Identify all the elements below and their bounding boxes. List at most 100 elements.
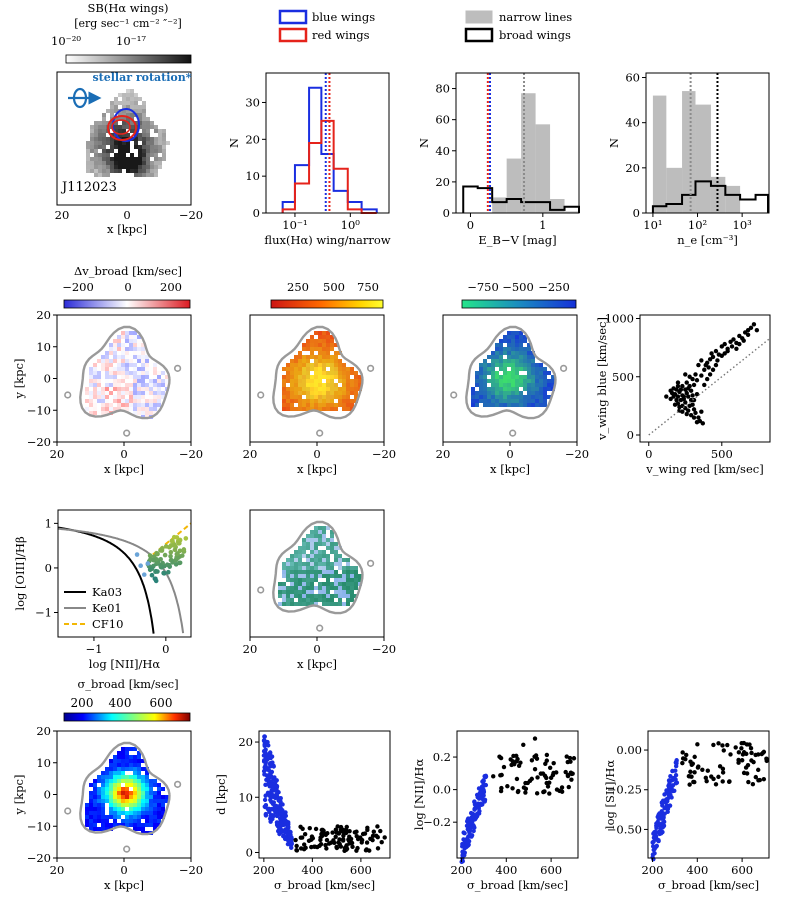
sigma-map-pixel xyxy=(117,767,121,771)
vmax-map-pixel xyxy=(330,379,334,383)
sc2-point xyxy=(323,842,328,848)
sigma-map-pixel xyxy=(141,795,145,799)
dv-map-pixel xyxy=(121,395,125,399)
sb-map-pixel xyxy=(126,97,130,101)
sigma-map-pixel xyxy=(105,775,109,779)
sb-map-pixel xyxy=(118,113,122,117)
sigma-map-pixel xyxy=(157,815,161,819)
sc4-point xyxy=(726,779,732,784)
sb-xtick: 20 xyxy=(55,208,70,222)
sc2-point xyxy=(324,837,330,843)
vmin-map-pixel xyxy=(539,399,543,403)
sb-map-pixel xyxy=(114,129,118,133)
sc3-point xyxy=(466,816,471,821)
sc1-point xyxy=(690,402,695,407)
dv-map-pixel xyxy=(161,391,165,395)
sc1-point xyxy=(737,341,742,347)
sigma-map-pixel xyxy=(117,803,121,807)
vmin-map-pixel xyxy=(479,391,483,395)
vmin-map-pixel xyxy=(535,375,539,379)
sb-map-pixel xyxy=(146,153,150,157)
sb-map-pixel xyxy=(98,125,102,129)
bpt-point xyxy=(165,569,171,575)
vmax-map-pixel xyxy=(294,395,298,399)
sc3-point xyxy=(460,849,466,854)
bpt-map-pixel xyxy=(318,570,322,574)
sb-map-pixel xyxy=(134,93,138,97)
sigma-map-pixel xyxy=(161,795,165,799)
sigma-map-pixel xyxy=(121,803,125,807)
dv-map-pixel xyxy=(153,407,157,411)
sigma-map-pixel xyxy=(117,763,121,767)
sigma-map-pixel xyxy=(97,779,101,783)
sc2-point xyxy=(340,827,346,833)
sb-map-pixel xyxy=(94,121,98,125)
bpt-map-pixel xyxy=(330,530,334,534)
dv-map-pixel xyxy=(117,407,121,411)
dv-map-pixel xyxy=(125,335,129,339)
sigma-map-pixel xyxy=(117,823,121,827)
sb-map-pixel xyxy=(142,117,146,121)
sb-map-pixel xyxy=(146,117,150,121)
vmax-cbar-tick: 750 xyxy=(357,280,379,294)
sc2-point xyxy=(282,819,288,824)
vmax-map-pixel xyxy=(354,375,358,379)
sc3-xlabel: σ_broad [km/sec] xyxy=(467,878,568,892)
sigma-map-pixel xyxy=(129,815,133,819)
vmin-map-pixel xyxy=(515,335,519,339)
h3-ytick-label: 0 xyxy=(633,206,640,220)
vmax-map-pixel xyxy=(322,339,326,343)
vmin-map-pixel xyxy=(515,375,519,379)
vmax-map-pixel xyxy=(298,367,302,371)
dv-map-outline-dot xyxy=(64,391,72,399)
sc2-point xyxy=(282,829,288,835)
vmax-map-pixel xyxy=(326,407,330,411)
sb-xticks: 20 0 −20 xyxy=(55,208,203,222)
vmin-map-pixel xyxy=(507,359,511,363)
sb-map-pixel xyxy=(106,157,110,161)
vmax-map-pixel xyxy=(326,375,330,379)
vmin-map-pixel xyxy=(495,347,499,351)
dv-map-pixel xyxy=(89,379,93,383)
vmin-map-pixel xyxy=(483,363,487,367)
legend-lines: narrow lines broad wings xyxy=(464,10,572,43)
sb-map-pixel xyxy=(114,157,118,161)
bpt-map-pixel xyxy=(338,554,342,558)
vmax-map-pixel xyxy=(334,371,338,375)
vmin-map-pixel xyxy=(503,347,507,351)
sigma-map-pixel xyxy=(97,811,101,815)
sigma-map-pixel xyxy=(109,775,113,779)
dv-map-pixel xyxy=(93,363,97,367)
sigma-map-pixel xyxy=(97,799,101,803)
sc1-point xyxy=(748,325,754,331)
sb-map-pixel xyxy=(162,133,166,137)
sigma-map-pixel xyxy=(121,795,125,799)
sigma-map-pixel xyxy=(141,811,145,815)
sigma-map-pixel xyxy=(165,799,169,803)
sigma-map-pixel xyxy=(137,771,141,775)
dv-map-pixel xyxy=(121,403,125,407)
sigma-map-pixel xyxy=(109,803,113,807)
sc1-point xyxy=(688,388,694,393)
sc2-point xyxy=(265,766,270,772)
vmin-map-pixel xyxy=(483,359,487,363)
sigma-map-pixel xyxy=(97,803,101,807)
vmin-map-pixel xyxy=(507,351,511,355)
vmin-map-pixel xyxy=(515,387,519,391)
vmax-map-pixel xyxy=(358,383,362,387)
vmax-map-pixel xyxy=(318,343,322,347)
vmin-map-pixel xyxy=(543,391,547,395)
dv-map-pixel xyxy=(93,379,97,383)
sc2-point xyxy=(375,834,380,840)
sigma-map-pixel xyxy=(153,827,157,831)
vmin-map-pixel xyxy=(511,399,515,403)
vmin-map-pixel xyxy=(539,367,543,371)
bpt-map-pixel xyxy=(310,574,314,578)
sc2-point xyxy=(313,826,319,832)
vmax-map-pixel xyxy=(314,387,318,391)
dv-map-pixel xyxy=(141,375,145,379)
bpt-map-pixel xyxy=(286,598,290,602)
vmax-map-pixel xyxy=(314,355,318,359)
dv-map-outline xyxy=(79,325,171,420)
